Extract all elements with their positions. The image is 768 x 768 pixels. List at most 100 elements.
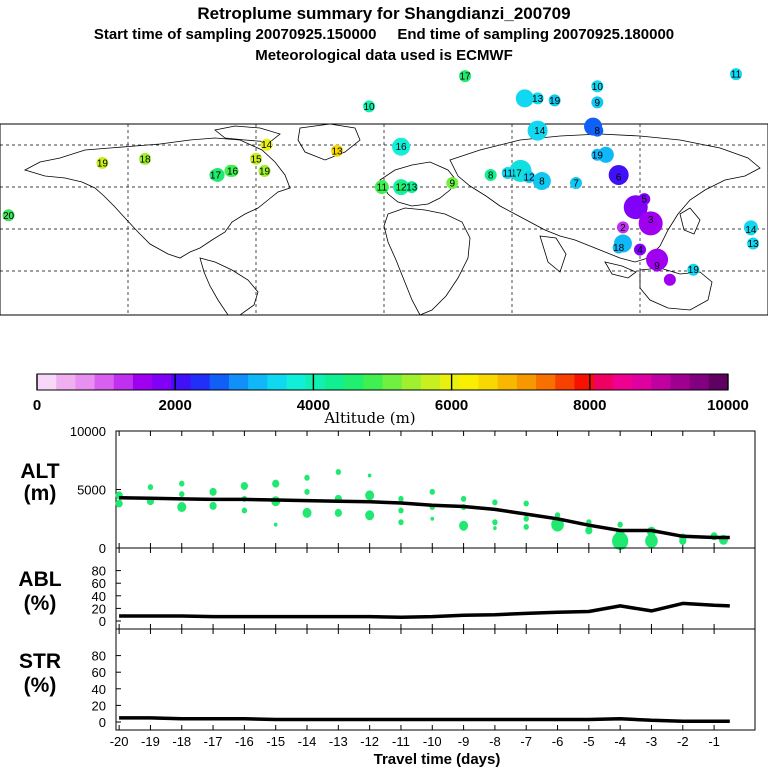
plume-marker [209, 168, 222, 181]
plume-day-label: 3 [648, 215, 654, 226]
x-tick-label: -18 [172, 734, 191, 749]
plume-marker [747, 237, 760, 250]
colorbar-cell [132, 374, 153, 390]
plume-day-label: 13 [332, 146, 344, 157]
plume-day-label: 14 [534, 126, 546, 137]
x-tick-label: -20 [110, 734, 129, 749]
colorbar-tick-label: 10000 [707, 397, 749, 414]
plume-point [335, 468, 342, 475]
series-line-str [119, 716, 730, 723]
plume-marker [591, 80, 604, 93]
plume-marker [744, 223, 757, 236]
y-tick-label: 0 [99, 715, 106, 730]
colorbar-cell [171, 374, 192, 390]
colorbar-cell [363, 374, 383, 390]
time-series-panels: 1000050000ALT(m)806040200ABL(%)806040200… [18, 424, 756, 749]
plume-point [492, 499, 498, 506]
plume-day-label: 12 [524, 172, 536, 183]
colorbar-cell [37, 374, 57, 390]
colorbar-cell [286, 374, 307, 390]
plume-marker [405, 181, 418, 194]
plume-point [179, 491, 185, 498]
colorbar-cell [459, 374, 479, 390]
plume-day-label: 13 [406, 183, 418, 194]
plume-point [273, 522, 278, 527]
plume-point [585, 526, 593, 535]
plume-day-label: 19 [688, 265, 700, 276]
plume-point [679, 536, 687, 545]
plume-blob [515, 89, 534, 108]
x-tick-label: -19 [141, 734, 160, 749]
colorbar-cell [94, 374, 115, 390]
plume-marker [730, 68, 742, 81]
plume-day-label: 18 [613, 243, 625, 254]
plume-day-label: 17 [511, 168, 523, 179]
plume-marker [533, 124, 546, 137]
colorbar-cell [420, 374, 441, 390]
plume-day-label: 11 [731, 70, 742, 81]
y-tick-label: 10000 [70, 424, 106, 439]
plume-day-label: 9 [654, 261, 660, 272]
plume-day-label: 10 [592, 82, 604, 93]
plume-day-label: 19 [97, 158, 109, 169]
colorbar-cell [190, 374, 211, 390]
plume-point [272, 479, 280, 488]
colorbar-cell [324, 374, 345, 390]
plume-point [398, 507, 404, 514]
colorbar-tick-label: 2000 [159, 397, 192, 414]
plume-point [493, 526, 497, 531]
y-tick-label: 5000 [77, 483, 106, 498]
plume-day-label: 18 [140, 154, 152, 165]
y-tick-label: 40 [92, 589, 106, 604]
plume-marker [570, 177, 582, 190]
plume-point [398, 519, 404, 526]
x-tick-label: -15 [266, 734, 285, 749]
colorbar-cell [152, 374, 172, 390]
plume-marker [250, 152, 262, 165]
colorbar-cell [708, 374, 729, 390]
plume-marker [446, 177, 459, 190]
plume-marker [644, 213, 657, 226]
plume-marker [651, 259, 664, 272]
panel-frame [115, 628, 756, 731]
plume-marker [548, 94, 561, 107]
colorbar-cell [555, 374, 575, 390]
y-tick-label: 80 [92, 564, 106, 579]
plume-point [430, 516, 435, 521]
plume-marker [687, 263, 700, 276]
plume-point [612, 531, 629, 550]
x-tick-label: -2 [677, 734, 689, 749]
plume-point [365, 490, 375, 501]
panel-unit: (%) [24, 592, 57, 615]
panel-alt: 10000 5000 0 ALT(m) [20, 424, 756, 556]
plume-marker [591, 124, 604, 137]
plume-day-label: 12 [396, 183, 408, 194]
plume-marker [612, 241, 625, 254]
plume-marker [535, 175, 548, 188]
colorbar-cell [209, 374, 230, 390]
plume-point [398, 495, 404, 502]
x-tick-label: -7 [520, 734, 532, 749]
colorbar-cell [440, 374, 460, 390]
plume-day-label: 10 [364, 102, 376, 113]
series-line-alt [119, 495, 730, 540]
plume-marker [258, 164, 271, 177]
x-tick-label: -4 [614, 734, 626, 749]
plume-point [147, 484, 154, 491]
plume-point [304, 474, 310, 481]
colorbar-label: Altitude (m) [323, 409, 415, 427]
plume-point [240, 481, 248, 490]
plume-day-label: 13 [748, 239, 760, 250]
plume-marker [501, 166, 514, 179]
met-data-note: Meteorological data used is ECMWF [255, 47, 513, 64]
x-tick-label: -13 [329, 734, 348, 749]
plume-point [241, 507, 248, 514]
colorbar-cell [305, 374, 326, 390]
plume-day-label: 16 [227, 166, 239, 177]
plume-marker [459, 70, 472, 83]
plume-point [209, 487, 217, 496]
plume-marker [634, 243, 646, 256]
plume-marker [638, 193, 651, 206]
